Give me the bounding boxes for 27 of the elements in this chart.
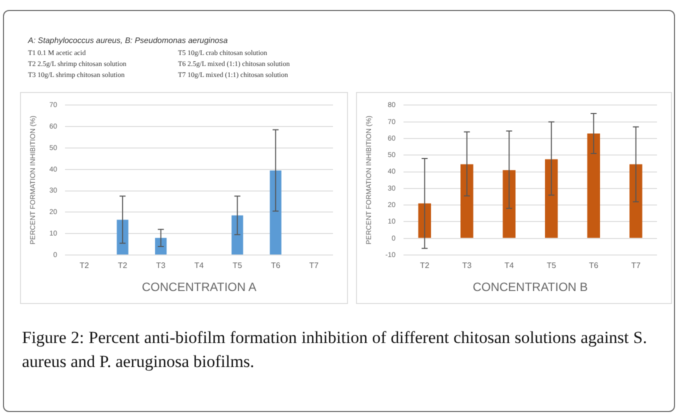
x-tick-label: T6 bbox=[588, 261, 599, 270]
bar bbox=[232, 215, 244, 254]
x-tick-label: T5 bbox=[232, 261, 243, 270]
bar bbox=[155, 238, 167, 254]
bar bbox=[418, 203, 432, 238]
x-tick-label: T6 bbox=[270, 261, 281, 270]
bar bbox=[544, 159, 558, 238]
x-tick-label: T4 bbox=[504, 261, 514, 270]
x-tick-label: T4 bbox=[194, 261, 204, 270]
bar bbox=[587, 133, 600, 238]
bar bbox=[116, 220, 128, 254]
x-axis-title: CONCENTRATION B bbox=[472, 280, 588, 294]
x-tick-label: T2 bbox=[80, 261, 90, 270]
x-tick-label: T5 bbox=[546, 261, 557, 270]
x-axis-title: CONCENTRATION A bbox=[142, 280, 256, 294]
bar bbox=[629, 164, 642, 238]
caption: Figure 2: Percent anti-biofilm formation inhibition of different chitosan solutions against S. aureus and P. aeruginosa biofilms. bbox=[22, 327, 647, 373]
text: A: Staphylococcus aureus, B: Pseudomonas aeruginosa bbox=[28, 36, 229, 45]
x-tick-label: T3 bbox=[462, 261, 472, 270]
bar bbox=[460, 164, 474, 238]
x-tick-label: T2 bbox=[118, 261, 128, 270]
x-tick-label: T7 bbox=[631, 261, 642, 270]
bar bbox=[502, 170, 516, 238]
bar bbox=[270, 170, 282, 254]
x-tick-label: T2 bbox=[420, 261, 430, 270]
x-tick-label: T3 bbox=[156, 261, 166, 270]
x-tick-label: T7 bbox=[309, 261, 320, 270]
